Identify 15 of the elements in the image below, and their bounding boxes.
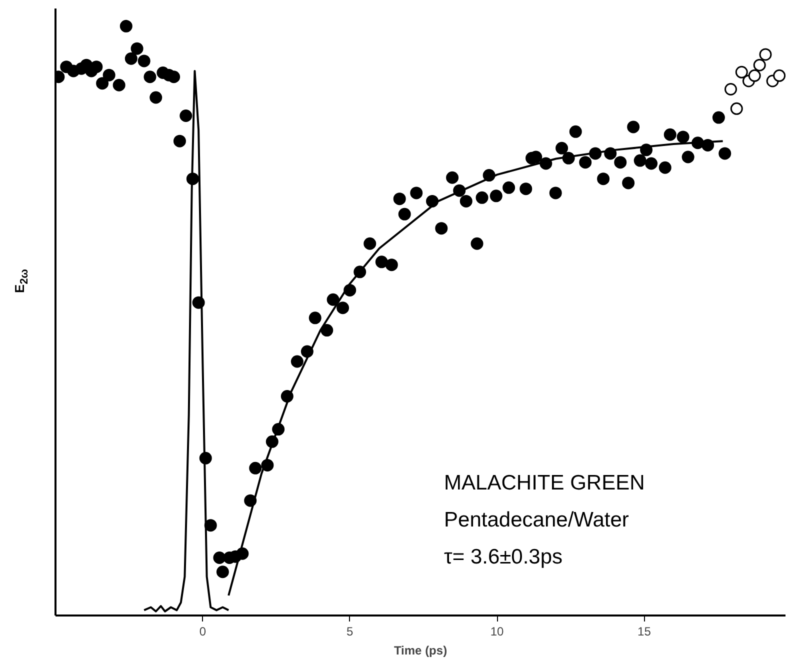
x-tick-label: 15 — [638, 624, 652, 638]
x-tick-label: 0 — [199, 624, 206, 638]
point — [748, 69, 761, 82]
point — [724, 83, 737, 96]
x-tick-label: 5 — [346, 624, 354, 638]
point — [730, 102, 743, 115]
point — [759, 48, 772, 61]
annotation: τ= 3.6±0.3ps — [444, 546, 563, 569]
x-tick-label: 10 — [490, 624, 504, 638]
point — [753, 58, 766, 72]
x-axis-title: Time (ps) — [394, 644, 448, 658]
point — [773, 69, 786, 82]
point — [735, 66, 748, 78]
annotation: Pentadecane/Water — [444, 508, 629, 532]
annotation: MALACHITE GREEN — [444, 471, 645, 494]
